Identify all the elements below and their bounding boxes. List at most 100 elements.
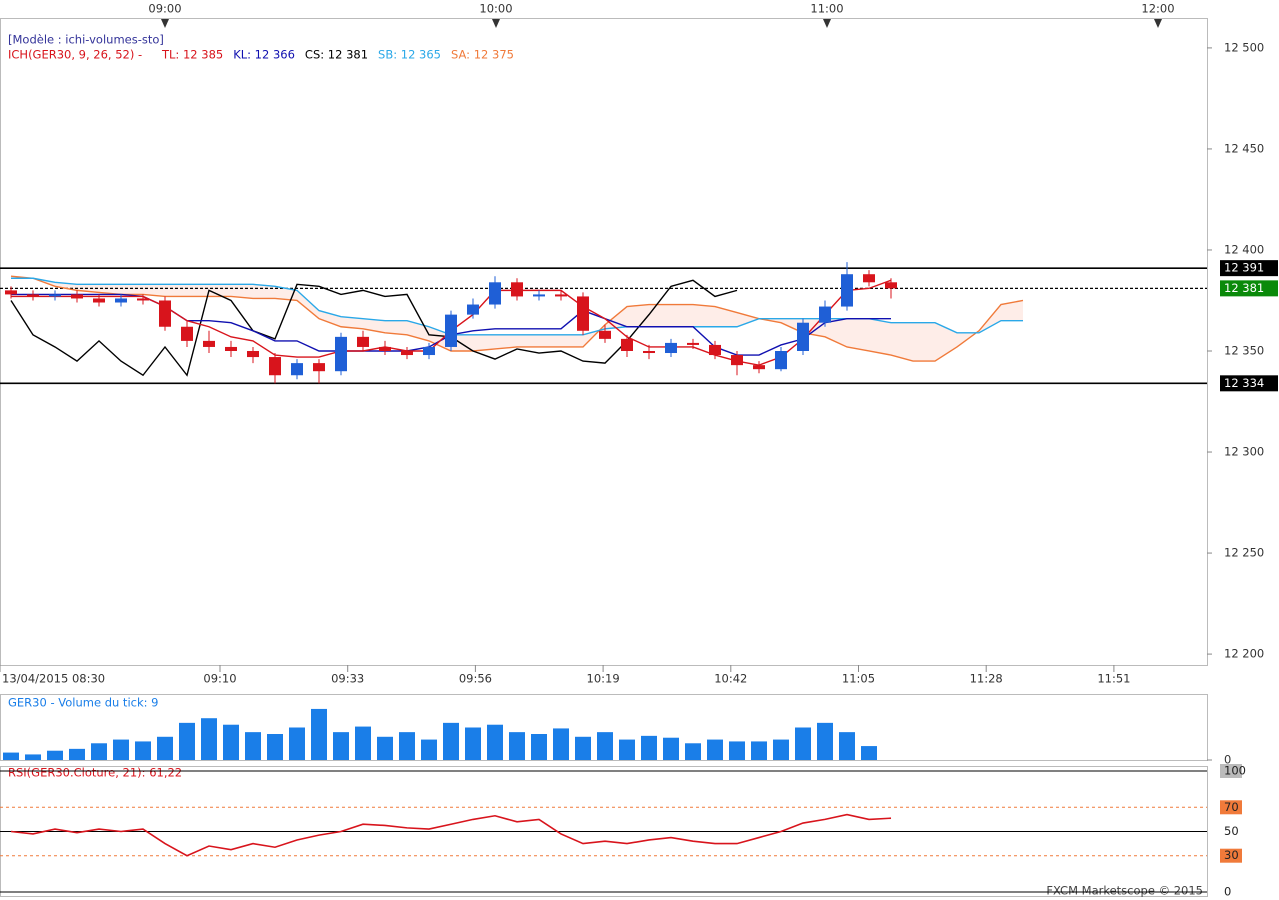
volume-bar [267,734,283,760]
legend-entry: SB: 12 365 [378,48,441,62]
volume-bar [355,726,371,760]
volume-bar [509,732,525,760]
volume-bar [311,708,327,760]
y-tick-label: 70 [1224,800,1239,814]
tick-box [1220,848,1242,863]
candle-body [379,346,391,351]
candle-body [621,338,633,351]
volume-bar [751,741,767,760]
candle-body [5,290,17,295]
candle-body [489,282,501,305]
candle-body [71,294,83,299]
footer: FXCM Marketscope © 2015 [1046,884,1203,898]
time-marker [1154,19,1162,28]
candle-body [159,300,171,327]
volume-bar [795,727,811,760]
y-tick-label: 0 [1224,753,1231,767]
tick-box [1220,800,1242,815]
volume-bar [597,732,613,760]
volume-bar [3,752,19,760]
volume-bar [773,739,789,760]
volume-bar [619,739,635,760]
top-time-label: 11:00 [810,2,843,16]
candle-body [313,363,325,372]
level-label: 12 391 [1224,261,1264,275]
bottom-time-label: 10:42 [714,672,747,686]
candle-body [225,346,237,351]
y-tick-label: 100 [1224,764,1246,778]
candle-body [247,350,259,358]
volume-bar [817,722,833,760]
panel-title: RSI(GER30.Cloture, 21): 61,22 [8,766,182,780]
volume-bar [729,741,745,760]
candle-body [753,365,765,370]
volume-bar [465,727,481,760]
candle-body [203,340,215,347]
ichimoku-line [10,275,1024,362]
tick-box [1220,764,1242,778]
bottom-time-label: 11:05 [842,672,875,686]
volume-bar [421,739,437,760]
candle-body [841,274,853,307]
level-box [1220,280,1278,297]
volume-bar [531,734,547,760]
y-tick-label: 50 [1224,824,1239,838]
candle-body [115,298,127,303]
top-time-label: 12:00 [1141,2,1174,16]
y-tick-label: 12 200 [1224,647,1264,661]
candle-body [137,298,149,301]
legend-entry: CS: 12 381 [305,48,368,62]
candle-body [291,363,303,376]
candle-body [93,298,105,303]
candle-body [511,282,523,297]
candle-body [775,350,787,370]
y-tick-label: 12 350 [1224,343,1264,357]
level-box [1220,375,1278,392]
candle-body [731,355,743,366]
bottom-time-label: 10:19 [587,672,620,686]
bottom-time-label: 11:51 [1097,672,1130,686]
volume-bar [333,732,349,760]
volume-bar [707,739,723,760]
tick-box [1220,824,1242,839]
volume-bar [47,750,63,760]
volume-panel [0,694,1208,761]
volume-bar [25,754,41,760]
panel-title: GER30 - Volume du tick: 9 [8,696,158,710]
y-tick-label: 12 500 [1224,40,1264,54]
candle-body [401,350,413,356]
y-tick-label: 30 [1224,848,1239,862]
candle-body [49,294,61,297]
level-box [1220,260,1278,277]
volume-bar [641,735,657,760]
volume-bar [399,732,415,760]
bottom-time-label: 11:28 [970,672,1003,686]
y-tick-label: 12 300 [1224,445,1264,459]
volume-bar [179,722,195,760]
volume-bar [245,732,261,760]
volume-bar [223,724,239,760]
y-tick-label: 0 [1224,885,1231,899]
model-label: [Modèle : ichi-volumes-sto] [8,33,164,47]
candle-body [687,342,699,345]
rsi-line [10,813,892,857]
volume-bar [201,718,217,760]
candle-body [577,296,589,331]
volume-bar [69,748,85,760]
candle-body [599,330,611,339]
y-tick-label: 12 400 [1224,242,1264,256]
bottom-time-label: 09:10 [203,672,236,686]
candle-body [885,282,897,289]
candle-body [357,336,369,347]
volume-bar [685,743,701,760]
candle-body [269,357,281,376]
bottom-time-label: 09:56 [459,672,492,686]
legend-entry: SA: 12 375 [451,48,514,62]
volume-bar [113,739,129,760]
candle-body [181,326,193,341]
volume-bar [157,736,173,760]
volume-bar [135,741,151,760]
y-tick-label: 12 450 [1224,141,1264,155]
